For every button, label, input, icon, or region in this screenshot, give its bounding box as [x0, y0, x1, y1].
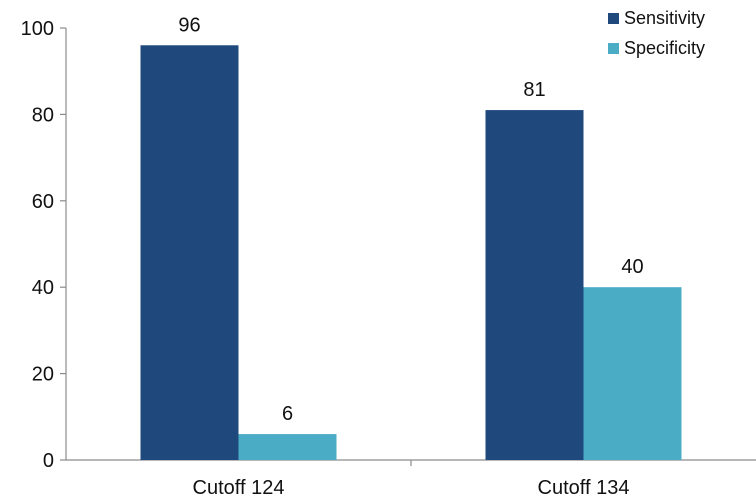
legend-swatch-sensitivity: [608, 13, 619, 24]
y-tick-label: 60: [32, 191, 54, 213]
bar-specificity-1: [238, 434, 337, 460]
x-category-label: Cutoff 134: [538, 477, 630, 499]
legend-swatch-specificity: [608, 43, 619, 54]
bar-sensitivity-2: [485, 110, 584, 460]
bar-sensitivity-1: [140, 45, 239, 460]
data-label: 40: [621, 256, 643, 278]
data-label: 96: [178, 14, 200, 36]
y-tick-label: 80: [32, 104, 54, 126]
axes: 0 20 40 60 80 100 Cutoff 124 Cutoff 134: [21, 18, 756, 499]
y-tick-label: 40: [32, 277, 54, 299]
data-labels: 96 6 81 40: [178, 14, 643, 425]
bars: [140, 45, 682, 460]
y-tick-label: 20: [32, 364, 54, 386]
data-label: 81: [523, 79, 545, 101]
legend-label-sensitivity: Sensitivity: [624, 8, 705, 28]
x-category-label: Cutoff 124: [193, 477, 285, 499]
y-tick-label: 100: [21, 18, 54, 40]
bar-specificity-2: [583, 287, 682, 460]
data-label: 6: [282, 403, 293, 425]
legend-label-specificity: Specificity: [624, 38, 705, 58]
legend: Sensitivity Specificity: [608, 8, 705, 58]
y-tick-label: 0: [43, 450, 54, 472]
